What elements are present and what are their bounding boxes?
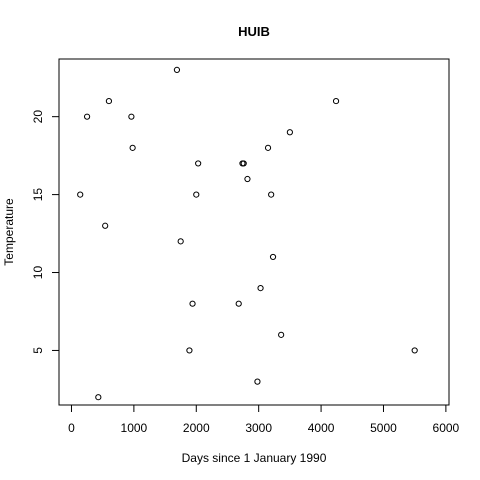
data-point bbox=[244, 175, 251, 183]
data-point bbox=[83, 113, 91, 120]
data-point bbox=[105, 97, 113, 105]
data-point bbox=[286, 129, 293, 136]
data-point bbox=[186, 347, 193, 354]
x-tick-label: 6000 bbox=[433, 421, 460, 435]
data-point bbox=[128, 113, 135, 120]
data-point bbox=[240, 160, 247, 167]
data-point bbox=[102, 222, 109, 229]
x-axis: 0 1000 2000 3000 4000 5000 6000 bbox=[68, 404, 460, 435]
data-points bbox=[77, 66, 418, 401]
x-axis-label: Days since 1 January 1990 bbox=[182, 451, 327, 465]
data-point bbox=[269, 253, 277, 261]
data-point bbox=[195, 160, 202, 167]
data-point bbox=[257, 285, 264, 292]
data-point bbox=[278, 331, 285, 338]
y-tick-label: 10 bbox=[31, 266, 45, 280]
x-tick-label: 1000 bbox=[121, 421, 148, 435]
data-point bbox=[177, 238, 184, 245]
data-point bbox=[332, 97, 340, 105]
data-point bbox=[129, 144, 136, 151]
data-point bbox=[95, 394, 102, 401]
data-point bbox=[264, 144, 272, 151]
data-point bbox=[189, 300, 196, 307]
data-point bbox=[235, 300, 242, 307]
y-axis: 5 10 15 20 bbox=[31, 110, 60, 354]
x-tick-label: 3000 bbox=[245, 421, 272, 435]
data-point bbox=[173, 66, 181, 74]
data-point bbox=[268, 191, 275, 198]
x-tick-label: 0 bbox=[68, 421, 75, 435]
x-tick-label: 5000 bbox=[370, 421, 397, 435]
y-tick-label: 20 bbox=[31, 110, 45, 124]
data-point bbox=[77, 191, 84, 198]
data-point bbox=[411, 347, 418, 354]
y-axis-label: Temperature bbox=[2, 198, 16, 266]
data-point bbox=[193, 191, 200, 198]
y-tick-label: 5 bbox=[31, 347, 45, 354]
x-tick-label: 4000 bbox=[308, 421, 335, 435]
data-point bbox=[254, 378, 261, 385]
x-tick-label: 2000 bbox=[183, 421, 210, 435]
chart-title: HUIB bbox=[238, 24, 270, 39]
y-tick-label: 15 bbox=[31, 188, 45, 202]
